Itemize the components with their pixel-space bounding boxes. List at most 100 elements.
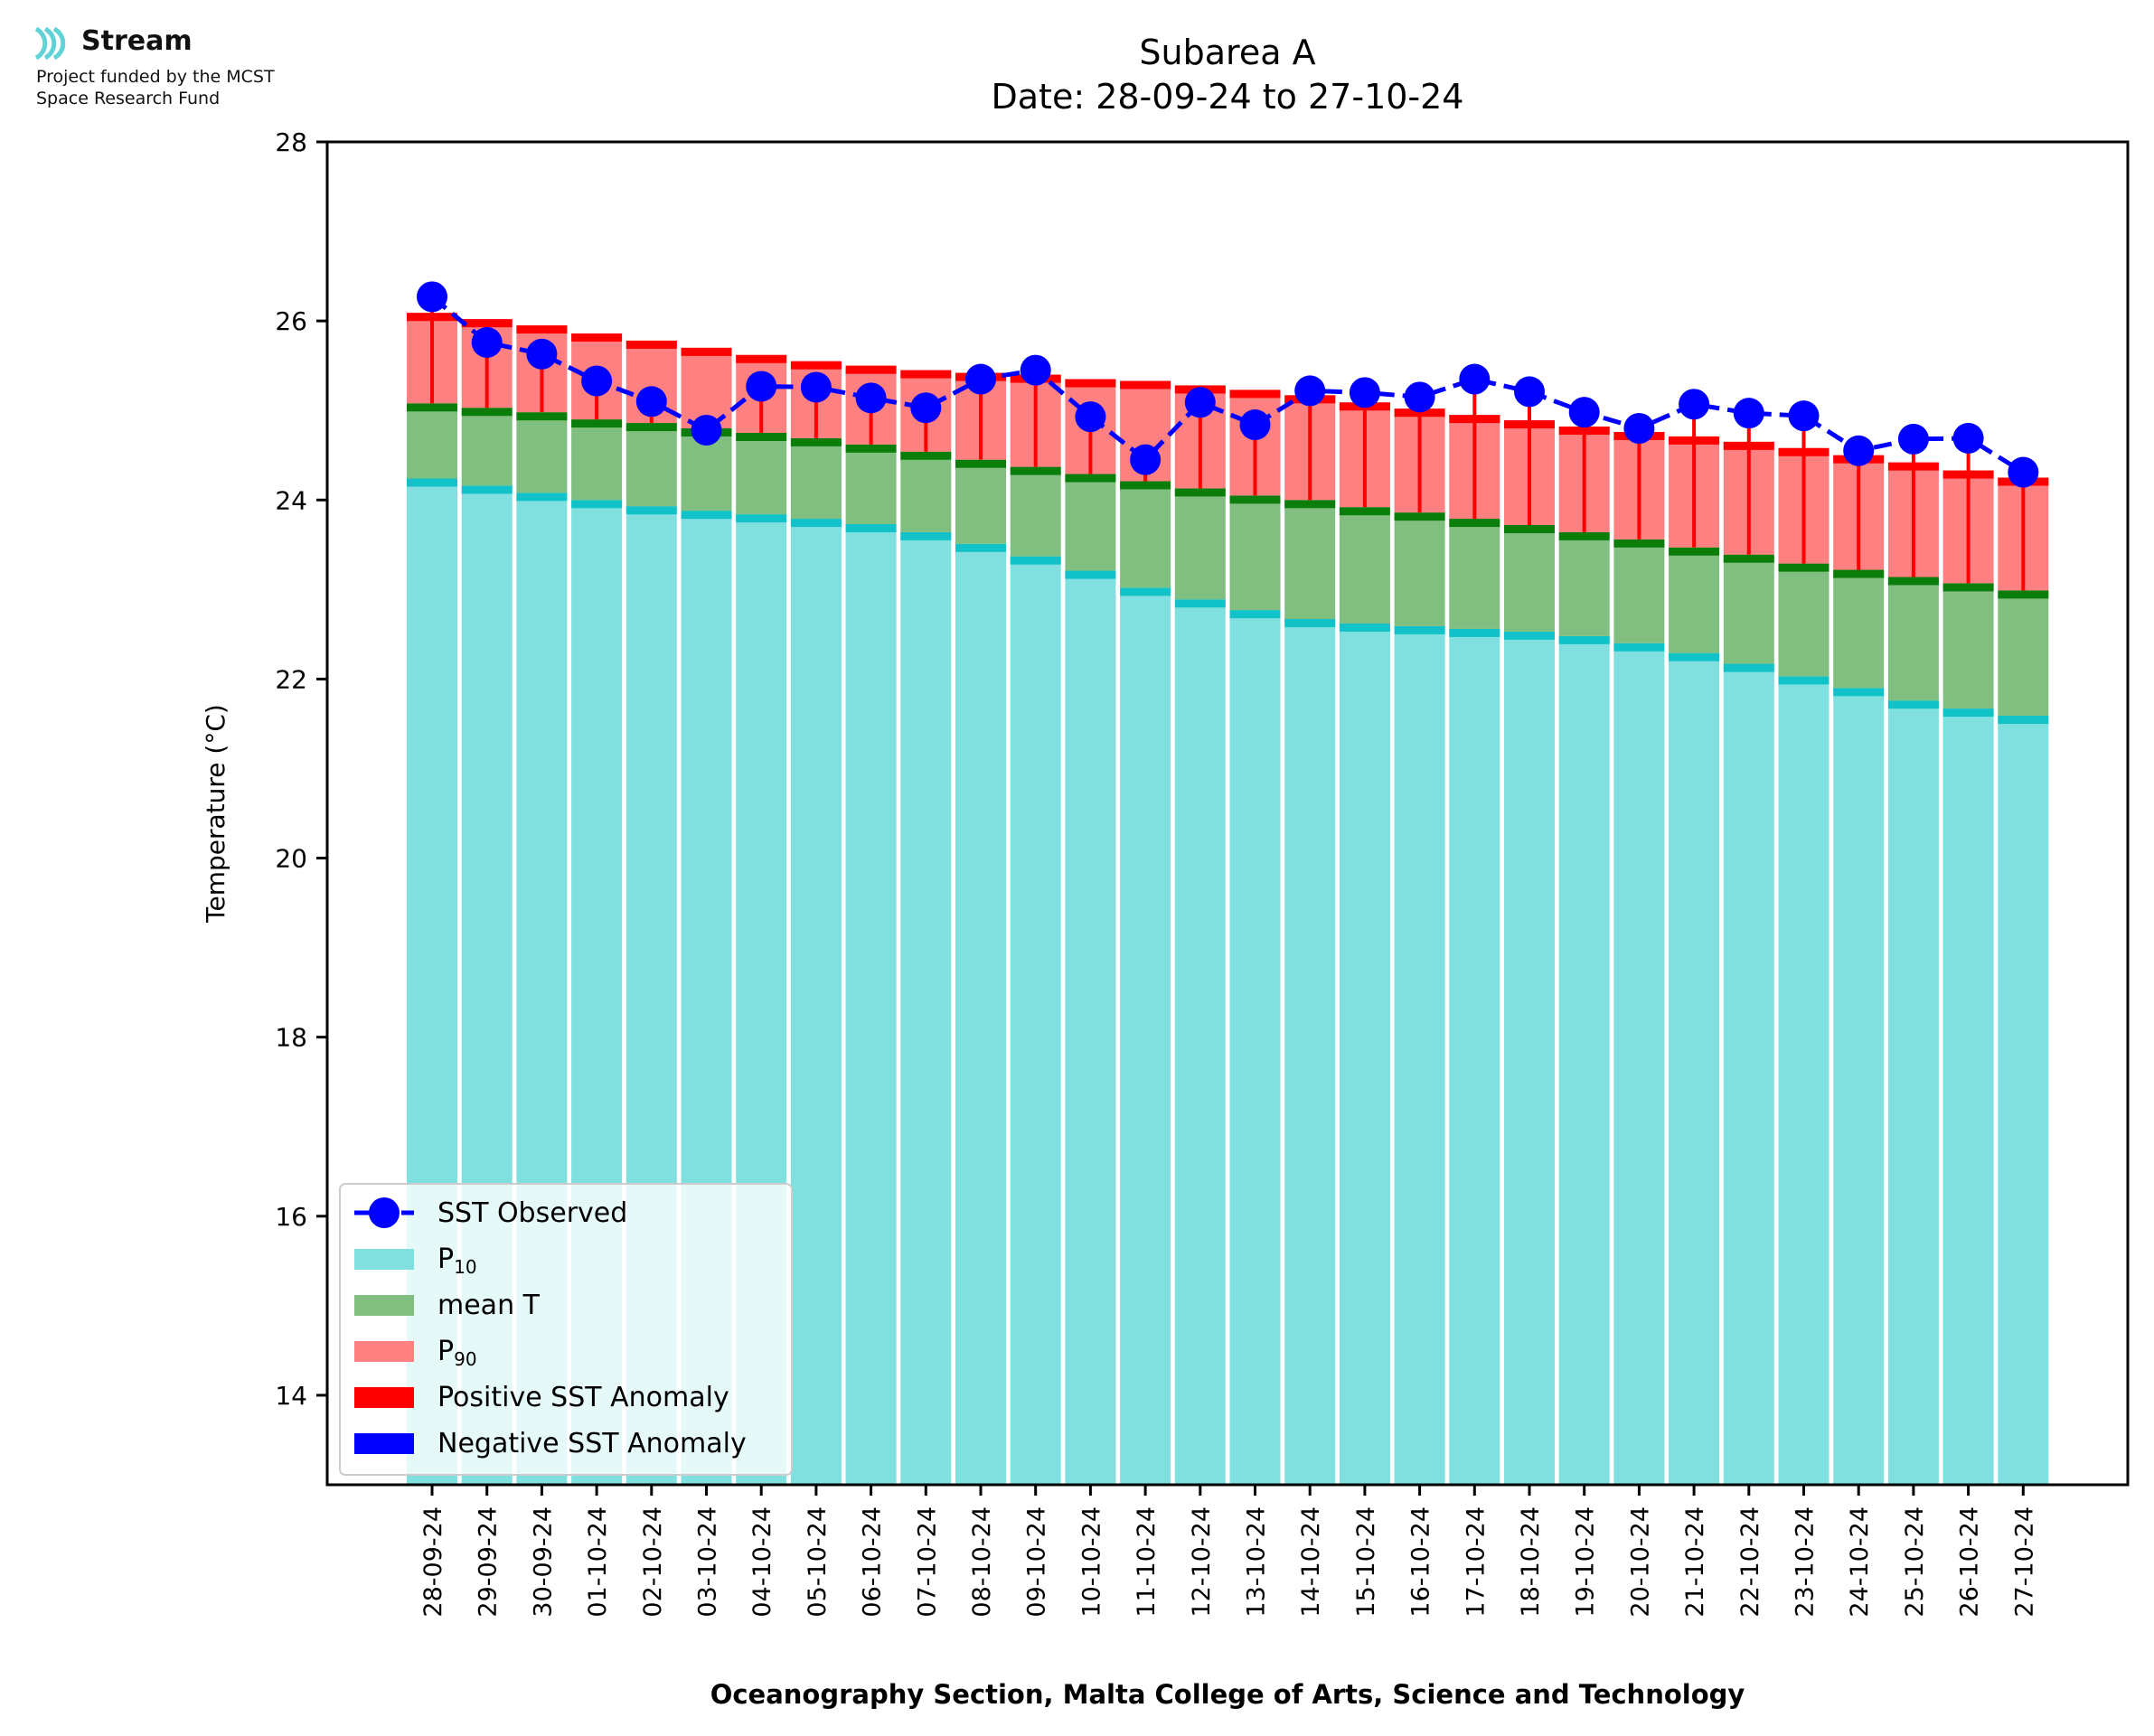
y-tick-label: 14 — [275, 1381, 307, 1411]
mean-bar-edge — [900, 451, 952, 460]
stream-logo-icon — [34, 26, 66, 61]
observed-point — [1514, 376, 1545, 408]
p10-bar — [1942, 708, 1994, 1485]
mean-bar-edge — [955, 459, 1006, 468]
mean-bar — [1065, 474, 1116, 571]
y-tick-label: 16 — [275, 1202, 307, 1232]
observed-point — [1568, 397, 1600, 428]
x-tick-label: 27-10-24 — [2010, 1506, 2038, 1618]
observed-point — [1130, 444, 1162, 475]
p10-bar — [1504, 631, 1555, 1485]
x-tick-label: 11-10-24 — [1133, 1506, 1161, 1618]
mean-bar-edge — [461, 408, 513, 417]
p10-bar-edge — [900, 531, 952, 540]
mean-bar-edge — [1010, 466, 1061, 475]
p10-bar — [1010, 556, 1061, 1485]
mean-bar — [955, 459, 1006, 544]
y-axis: 14 16 18 20 22 24 26 28 — [275, 127, 327, 1411]
legend-box — [339, 1183, 793, 1476]
p10-bar — [1339, 623, 1390, 1485]
p10-bar-edge — [1613, 643, 1665, 652]
x-tick-label: 09-10-24 — [1023, 1506, 1051, 1618]
observed-point — [471, 326, 503, 358]
observed-point — [1459, 363, 1491, 395]
brand-funding-line-1: Project funded by the MCST — [36, 67, 275, 87]
observed-point — [1184, 387, 1216, 418]
mean-bar — [1778, 563, 1829, 677]
p10-bar — [1394, 625, 1445, 1485]
p10-bar-edge — [1449, 628, 1500, 637]
x-tick-label: 29-09-24 — [475, 1506, 503, 1618]
mean-bar — [1339, 507, 1390, 624]
observed-point — [691, 414, 722, 446]
p90-bar-edge — [516, 325, 568, 334]
mean-bar-edge — [407, 403, 457, 412]
p90-bar-edge — [681, 347, 732, 356]
p10-bar-edge — [571, 500, 623, 509]
p90-bar-edge — [845, 365, 897, 374]
mean-bar-edge — [1669, 547, 1720, 556]
p10-bar — [790, 519, 842, 1485]
mean-bar — [1504, 525, 1555, 632]
x-tick-label: 20-10-24 — [1626, 1506, 1654, 1618]
p90-bar-edge — [571, 333, 623, 343]
y-tick-label: 20 — [275, 844, 307, 874]
mean-bar — [1998, 590, 2049, 717]
x-axis: 28-09-24 29-09-24 30-09-24 01-10-24 02-10-24… — [419, 1485, 2038, 1618]
p90-bar-edge — [790, 361, 842, 370]
p10-bar — [845, 524, 897, 1485]
mean-bar-edge — [1449, 519, 1500, 528]
mean-bar-edge — [1120, 481, 1171, 490]
mean-bar-edge — [571, 419, 623, 428]
p10-bar — [1174, 599, 1226, 1485]
p10-bar-edge — [1504, 631, 1555, 640]
mean-bar — [571, 419, 623, 501]
legend-marker-swatch — [369, 1197, 400, 1228]
mean-bar — [1558, 531, 1610, 636]
x-tick-label: 02-10-24 — [639, 1506, 667, 1618]
p10-bar — [1120, 587, 1171, 1485]
mean-bar-edge — [1998, 590, 2049, 599]
mean-bar — [1229, 495, 1281, 611]
observed-point — [965, 363, 996, 395]
observed-point — [910, 392, 942, 424]
p10-bar-edge — [1010, 556, 1061, 565]
mean-bar-edge — [516, 412, 568, 421]
p90-bar-edge — [461, 319, 513, 328]
x-tick-label: 05-10-24 — [804, 1506, 832, 1618]
x-tick-label: 10-10-24 — [1077, 1506, 1105, 1618]
observed-point — [1897, 423, 1929, 455]
mean-bar — [1284, 500, 1336, 620]
mean-bar — [516, 412, 568, 493]
p90-bar-edge — [1229, 389, 1281, 399]
mean-bar — [1449, 519, 1500, 629]
observed-point — [635, 386, 667, 418]
p90-bar-edge — [900, 370, 952, 379]
p10-bar-edge — [1942, 708, 1994, 718]
p10-bar-edge — [681, 511, 732, 520]
mean-bar — [626, 423, 677, 507]
mean-bar-edge — [790, 437, 842, 446]
p10-bar-edge — [1339, 623, 1390, 632]
y-tick-label: 24 — [275, 485, 307, 515]
legend-swatch — [354, 1295, 414, 1316]
legend-swatch — [354, 1387, 414, 1408]
p10-bar — [1229, 610, 1281, 1485]
x-tick-label: 17-10-24 — [1462, 1506, 1490, 1618]
x-tick-label: 16-10-24 — [1407, 1506, 1435, 1618]
legend-label: mean T — [437, 1290, 541, 1321]
mean-bar-edge — [1942, 583, 1994, 592]
y-tick-label: 26 — [275, 306, 307, 336]
x-tick-label: 12-10-24 — [1188, 1506, 1216, 1618]
p10-bar-edge — [955, 543, 1006, 552]
mean-bar-edge — [845, 444, 897, 453]
x-tick-label: 30-09-24 — [529, 1506, 557, 1618]
mean-bar-edge — [1504, 525, 1555, 534]
x-tick-label: 23-10-24 — [1792, 1506, 1820, 1618]
x-tick-label: 25-10-24 — [1901, 1506, 1929, 1618]
observed-point — [1952, 422, 1984, 454]
x-tick-label: 18-10-24 — [1517, 1506, 1545, 1618]
mean-bar-edge — [736, 432, 787, 441]
p90-bar-edge — [1065, 379, 1116, 388]
